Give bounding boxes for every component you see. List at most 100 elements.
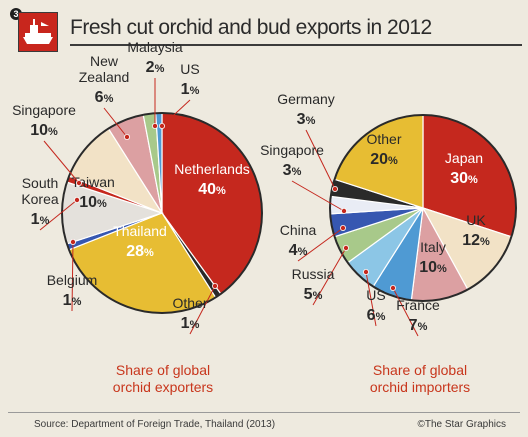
leader-line	[39, 199, 78, 231]
label-name: Thailand	[113, 223, 167, 239]
leader-dot	[76, 179, 83, 186]
label-name: Belgium	[47, 272, 98, 288]
label-value: 10%	[79, 194, 107, 211]
label-exporters-singapore: Singapore 10%	[12, 102, 83, 186]
label-name: Other	[366, 131, 401, 147]
leader-line	[291, 180, 345, 212]
label-name: Korea	[21, 191, 59, 207]
label-importers-japan: Japan 30%	[445, 150, 483, 187]
caption-exporters-line1: Share of global	[115, 362, 211, 378]
leader-dot	[124, 133, 131, 140]
label-value: 3%	[283, 162, 302, 179]
label-name: South	[22, 175, 59, 191]
footer: Source: Department of Foreign Trade, Tha…	[8, 412, 520, 430]
label-value: 30%	[450, 170, 478, 187]
label-name: Singapore	[260, 142, 324, 158]
label-value: 6%	[367, 307, 386, 324]
label-exporters-taiwan: Taiwan 10%	[71, 174, 115, 211]
label-value: 1%	[63, 292, 82, 309]
label-name: US	[366, 287, 385, 303]
leader-dot	[211, 282, 218, 289]
cargo-ship-icon	[18, 12, 58, 52]
label-value: 12%	[462, 232, 490, 249]
label-exporters-thailand: Thailand 28%	[113, 223, 167, 260]
label-name: US	[180, 61, 199, 77]
label-exporters-us: US 1%	[158, 61, 200, 130]
label-name: Malaysia	[127, 39, 182, 55]
label-importers-singapore: Singapore 3%	[260, 142, 347, 214]
leader-dot	[362, 268, 369, 275]
label-name: Italy	[420, 239, 446, 255]
caption-importers: Share of global orchid importers	[350, 362, 490, 396]
label-name: Germany	[277, 91, 335, 107]
leader-line	[189, 285, 216, 335]
label-value: 3%	[297, 111, 316, 128]
leader-dot	[151, 123, 158, 130]
label-importers-china: China 4%	[280, 222, 346, 262]
label-name: France	[396, 297, 440, 313]
label-importers-russia: Russia 5%	[292, 244, 349, 306]
label-value: 10%	[30, 122, 58, 139]
label-value: 2%	[146, 59, 165, 76]
pie-outline-importers	[329, 114, 517, 302]
label-value: 5%	[304, 286, 323, 303]
title-underline	[70, 44, 522, 46]
leader-dot	[340, 207, 347, 214]
label-value: 1%	[181, 315, 200, 332]
label-importers-france: France 7%	[389, 284, 440, 337]
label-name: Taiwan	[71, 174, 115, 190]
label-value: 10%	[419, 259, 447, 276]
label-value: 7%	[409, 317, 428, 334]
leader-dot	[331, 185, 338, 192]
label-value: 1%	[31, 211, 50, 228]
label-importers-other: Other 20%	[366, 131, 401, 168]
label-exporters-malaysia: Malaysia 2%	[127, 39, 183, 130]
leader-dot	[70, 238, 77, 245]
leader-line	[305, 129, 336, 190]
leader-dot	[339, 224, 346, 231]
label-exporters-other: Other 1%	[172, 282, 218, 335]
chart-title: Fresh cut orchid and bud exports in 2012	[70, 16, 432, 39]
graphics-credit: ©The Star Graphics	[417, 419, 506, 430]
leader-line	[297, 227, 344, 262]
leader-dot	[342, 244, 349, 251]
pie-exporters	[61, 112, 263, 314]
leader-line	[43, 140, 80, 184]
label-name: Netherlands	[174, 161, 250, 177]
label-name: Other	[172, 295, 207, 311]
leader-dot	[389, 284, 396, 291]
label-importers-germany: Germany 3%	[277, 91, 338, 192]
label-name: China	[280, 222, 317, 238]
leader-line	[312, 247, 347, 306]
leader-line	[161, 99, 191, 127]
label-name: Russia	[292, 266, 335, 282]
leader-dot	[74, 196, 81, 203]
label-value: 1%	[181, 81, 200, 98]
label-value: 40%	[198, 181, 226, 198]
label-exporters-belgium: Belgium 1%	[47, 238, 98, 312]
label-importers-us: US 6%	[362, 268, 386, 327]
caption-exporters-line2: orchid exporters	[112, 379, 214, 395]
label-importers-uk: UK 12%	[462, 212, 490, 249]
caption-exporters: Share of global orchid exporters	[88, 362, 238, 396]
label-name: Japan	[445, 150, 483, 166]
leader-line	[103, 107, 128, 138]
label-exporters-netherlands: Netherlands 40%	[174, 161, 250, 198]
leader-line	[71, 241, 74, 312]
caption-importers-line1: Share of global	[372, 362, 468, 378]
label-name: Singapore	[12, 102, 76, 118]
label-value: 4%	[289, 242, 308, 259]
pie-outline-exporters	[61, 112, 263, 314]
leader-dot	[158, 123, 165, 130]
label-name: New	[90, 53, 119, 69]
label-name: Zealand	[79, 69, 130, 85]
pie-importers	[329, 114, 517, 302]
label-importers-italy: Italy 10%	[419, 239, 447, 276]
caption-importers-line2: orchid importers	[369, 379, 471, 395]
leader-line	[392, 287, 419, 337]
header: 3 Fresh cut orchid and bud exports in 20…	[8, 6, 522, 52]
